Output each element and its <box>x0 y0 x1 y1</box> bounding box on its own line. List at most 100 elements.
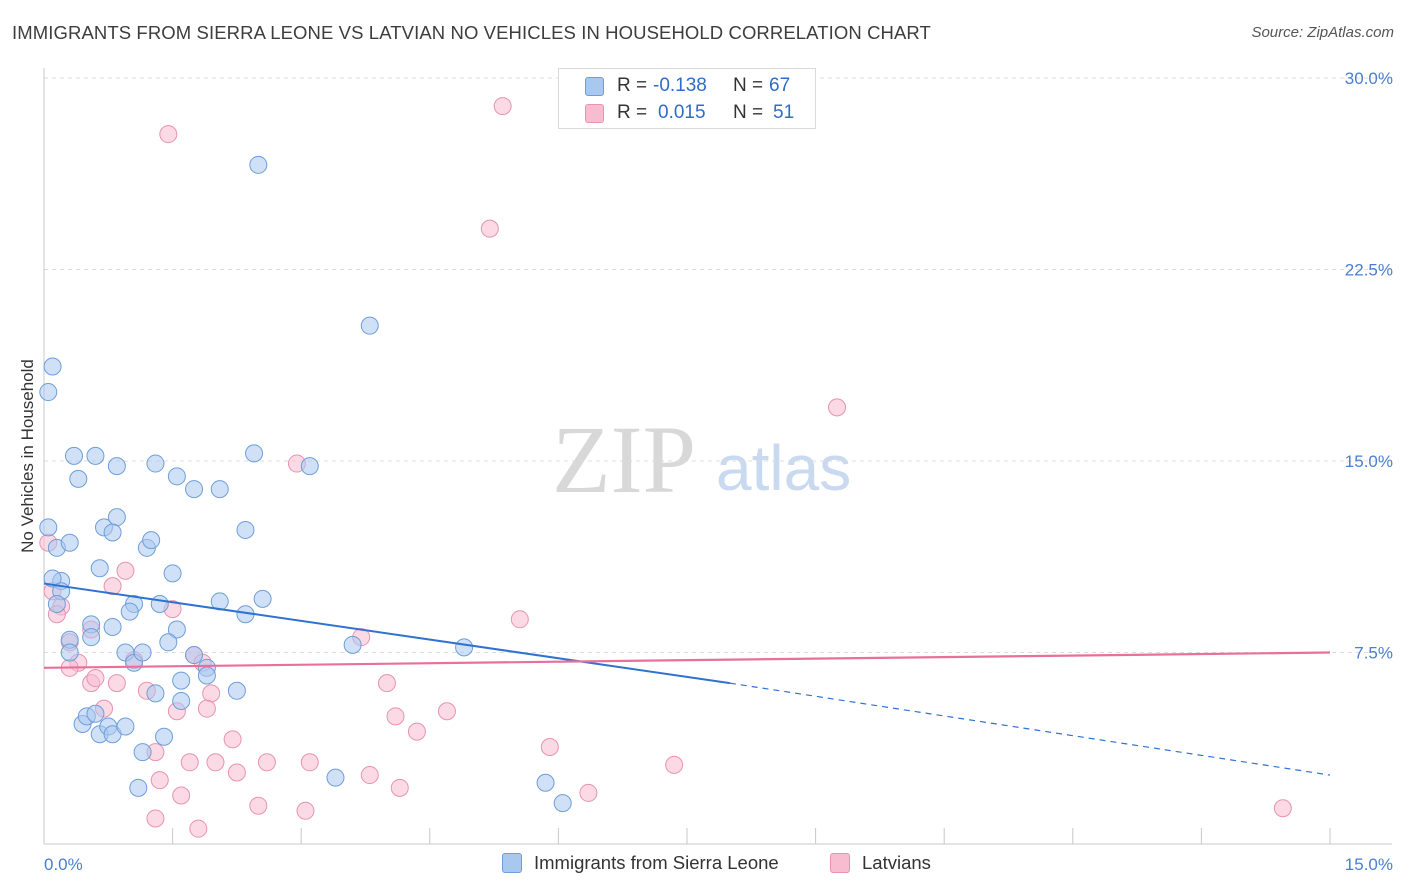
sierra-leone-point <box>129 778 148 797</box>
watermark-atlas: atlas <box>716 432 851 504</box>
legend-item-sierra-leone[interactable]: Immigrants from Sierra Leone <box>502 852 779 874</box>
sierra-leone-point <box>69 469 88 488</box>
sierra-leone-point <box>163 564 182 583</box>
grid <box>44 77 1392 653</box>
legend-label: Immigrants from Sierra Leone <box>534 852 779 873</box>
sierra-leone-point <box>227 681 246 700</box>
watermark-zip: ZIP <box>552 406 696 513</box>
sierra-leone-point <box>146 454 165 473</box>
latvians-point <box>540 737 559 756</box>
sierra-leone-point <box>142 531 161 550</box>
latvians-point <box>360 766 379 785</box>
sierra-leone-point <box>455 638 474 657</box>
latvians-point <box>172 786 191 805</box>
latvians-point <box>197 699 216 718</box>
stats-n-label: N = <box>733 75 764 96</box>
axes <box>43 68 1392 845</box>
legend-swatch-pink <box>830 853 850 873</box>
sierra-leone-point <box>120 602 139 621</box>
stats-n-value: 67 <box>769 75 791 96</box>
sierra-leone-point <box>343 635 362 654</box>
chart-title: IMMIGRANTS FROM SIERRA LEONE VS LATVIAN … <box>12 22 931 43</box>
sierra-leone-point <box>210 480 229 499</box>
latvians-point <box>223 730 242 749</box>
stats-swatch-pink <box>585 104 604 123</box>
stats-legend: R = -0.138 N = 67 R = 0.015 N = 51 <box>558 68 816 129</box>
sierra-leone-point <box>253 589 272 608</box>
latvians-point <box>665 755 684 774</box>
latvians-point <box>107 674 126 693</box>
sierra-leone-point <box>39 518 58 537</box>
legend-item-latvians[interactable]: Latvians <box>830 852 931 874</box>
x-tick-label: 0.0% <box>44 855 83 874</box>
sierra-leone-point <box>47 594 66 613</box>
latvians-point <box>159 125 178 144</box>
sierra-leone-point <box>150 594 169 613</box>
latvians-point <box>828 398 847 417</box>
y-tick-label: 22.5% <box>1345 261 1393 280</box>
sierra-leone-point <box>107 457 126 476</box>
y-tick-label: 7.5% <box>1354 644 1393 663</box>
latvians-point <box>437 702 456 721</box>
sierra-leone-point <box>185 646 204 665</box>
sierra-leone-point <box>86 704 105 723</box>
sierra-leone-point <box>65 446 84 465</box>
latvians-point <box>146 809 165 828</box>
sierra-leone-point <box>155 727 174 746</box>
stats-r-label: R = <box>617 102 648 123</box>
sierra-leone-point <box>43 569 62 588</box>
y-tick-label: 30.0% <box>1345 69 1393 88</box>
legend-label: Latvians <box>862 852 931 873</box>
chart-source: Source: ZipAtlas.com <box>1251 24 1394 41</box>
sierra-leone-point <box>107 508 126 527</box>
latvians-point <box>579 783 598 802</box>
trend-lines <box>43 582 1331 776</box>
latvians-point <box>386 707 405 726</box>
sierra-leone-point <box>185 480 204 499</box>
sierra-leone-point <box>116 717 135 736</box>
stats-swatch-blue <box>585 77 604 96</box>
sierra-leone-point <box>536 773 555 792</box>
sierra-leone-point <box>167 620 186 639</box>
sierra-leone-point <box>326 768 345 787</box>
latvians-trend-line <box>43 651 1331 669</box>
sierra-leone-point <box>133 743 152 762</box>
latvians-point <box>480 219 499 238</box>
latvians-point <box>86 669 105 688</box>
latvians-point <box>300 753 319 772</box>
sierra-leone-point <box>82 628 101 647</box>
legend-swatch-blue <box>502 853 522 873</box>
bottom-legend: Immigrants from Sierra Leone Latvians <box>0 852 1406 878</box>
sierra-leone-point <box>236 520 255 539</box>
x-tick-label: 15.0% <box>1345 855 1393 874</box>
stats-n-value: 51 <box>773 102 795 123</box>
sierra-leone-point <box>360 316 379 335</box>
latvians-point <box>377 674 396 693</box>
sierra-leone-point <box>245 444 264 463</box>
sierra-leone-point <box>60 643 79 662</box>
latvians-point <box>390 778 409 797</box>
sierra-leone-point <box>133 643 152 662</box>
sierra-leone-point <box>197 666 216 685</box>
sierra-leone-point <box>172 692 191 711</box>
stats-r-value: 0.015 <box>658 102 706 123</box>
sierra-leone-point <box>39 383 58 402</box>
latvians-point <box>206 753 225 772</box>
sierra-leone-point <box>86 446 105 465</box>
latvians-point <box>202 684 221 703</box>
sierra-leone-point <box>103 617 122 636</box>
stats-r-label: R = <box>617 75 648 96</box>
sierra-leone-trend-extension <box>729 682 1331 776</box>
watermark: ZIP atlas <box>552 406 851 513</box>
latvians-point <box>103 577 122 596</box>
tick-labels: 7.5% 15.0% 22.5% 30.0% 0.0% 15.0% <box>44 69 1393 874</box>
latvians-point <box>150 771 169 790</box>
sierra-leone-point <box>43 357 62 376</box>
sierra-leone-point <box>167 467 186 486</box>
latvians-point <box>296 801 315 820</box>
latvians-point <box>493 97 512 116</box>
sierra-leone-point <box>90 559 109 578</box>
sierra-leone-point <box>159 633 178 652</box>
sierra-leone-point <box>172 671 191 690</box>
